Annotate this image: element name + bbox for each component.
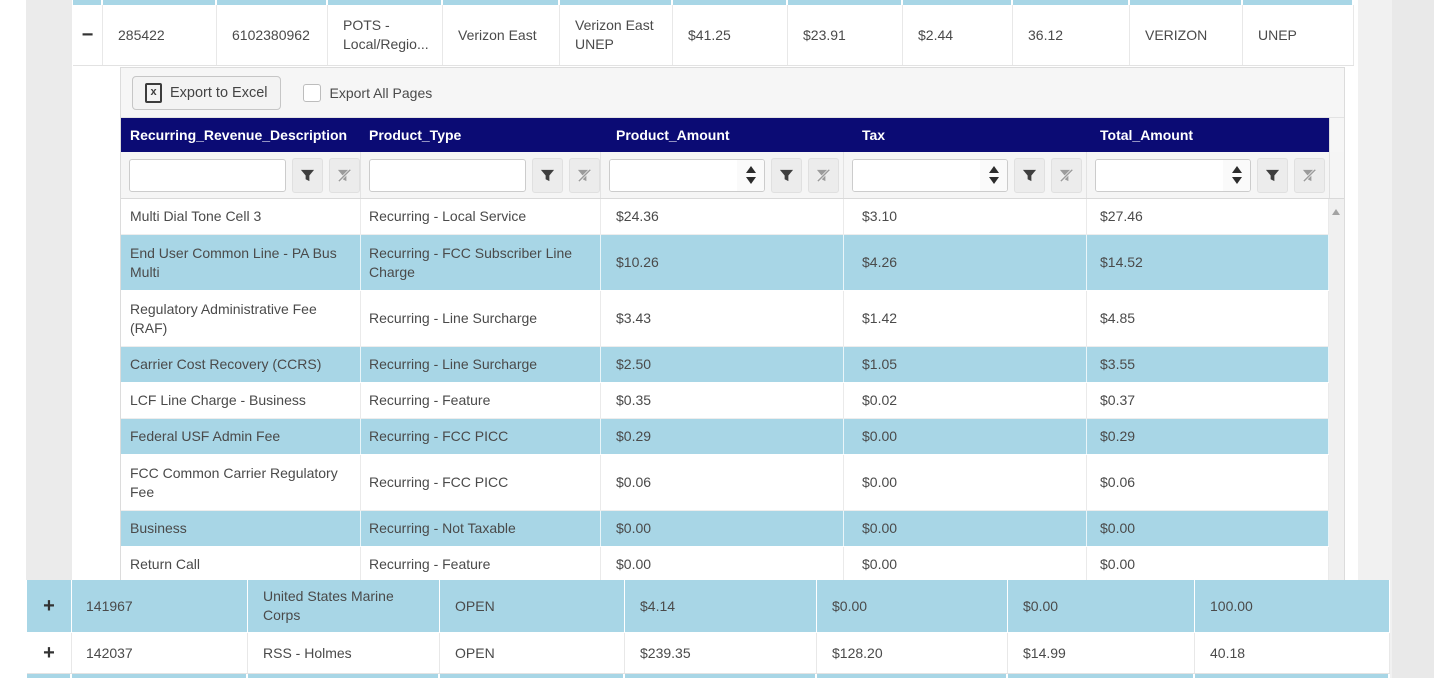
export-all-pages-label: Export All Pages: [329, 84, 433, 101]
invoice-cell-total: $41.25: [673, 5, 788, 65]
detail-row[interactable]: Business Recurring - Not Taxable $0.00 $…: [121, 511, 1329, 547]
page-scroll-gutter[interactable]: [1358, 0, 1392, 678]
detail-row[interactable]: Carrier Cost Recovery (CCRS) Recurring -…: [121, 347, 1329, 383]
numeric-filter-total-amount: [1095, 158, 1251, 192]
filter-cell-product-type: [361, 152, 601, 198]
plus-icon: +: [43, 641, 55, 664]
filter-apply-button[interactable]: [1257, 157, 1288, 193]
hierarchy-indent-strip: [26, 0, 72, 580]
detail-grid-toolbar: x Export to Excel Export All Pages: [121, 68, 1344, 118]
scroll-up-icon[interactable]: [1332, 209, 1340, 215]
expand-row-button[interactable]: +: [27, 633, 72, 673]
numeric-filter-tax: [852, 158, 1008, 192]
filter-input-tax[interactable]: [853, 159, 980, 191]
column-header-product-type[interactable]: Product_Type: [369, 127, 462, 143]
detail-grid-header-row: Recurring_Revenue_Description Product_Ty…: [121, 118, 1344, 152]
filter-cell-total-amount: [1087, 152, 1329, 198]
invoice-cell-carrier: Verizon East: [443, 5, 560, 65]
column-header-product-amount[interactable]: Product_Amount: [616, 127, 730, 143]
numeric-spinner[interactable]: [980, 159, 1007, 191]
detail-row[interactable]: Return Call Recurring - Feature $0.00 $0…: [121, 547, 1329, 580]
invoice-cell-product: POTS - Local/Regio...: [328, 5, 443, 65]
account-cell-fees: $0.00: [1008, 580, 1195, 632]
account-row-142037[interactable]: + 142037 RSS - Holmes OPEN $239.35 $128.…: [27, 633, 1390, 674]
invoice-cell-btn: 6102380962: [217, 5, 328, 65]
invoice-cell-vendor: VERIZON: [1130, 5, 1243, 65]
filter-apply-button[interactable]: [532, 157, 563, 193]
account-cell-name: United States Marine Corps: [248, 580, 440, 632]
detail-row[interactable]: Federal USF Admin Fee Recurring - FCC PI…: [121, 419, 1329, 455]
filter-input-total-amount[interactable]: [1096, 159, 1223, 191]
account-cell-name: RSS - Holmes: [248, 633, 440, 673]
column-header-tax[interactable]: Tax: [862, 127, 886, 143]
detail-row[interactable]: FCC Common Carrier Regulatory Fee Recurr…: [121, 455, 1329, 511]
detail-grid-scrollbar[interactable]: [1329, 199, 1344, 580]
filter-apply-button[interactable]: [292, 157, 323, 193]
plus-icon: +: [43, 594, 55, 617]
invoice-cell-plan: UNEP: [1243, 5, 1354, 65]
filter-corner: [1329, 152, 1344, 198]
filter-cell-description: [121, 152, 361, 198]
invoice-cell-tax: $2.44: [903, 5, 1013, 65]
minus-icon: −: [81, 23, 94, 46]
account-cell-amount: $4.14: [625, 580, 817, 632]
account-cell-percent: 40.18: [1195, 633, 1390, 673]
spinner-down-icon[interactable]: [745, 177, 756, 184]
account-cell-percent: 100.00: [1195, 580, 1390, 632]
filter-clear-button[interactable]: [1294, 157, 1325, 193]
partial-row-below[interactable]: [27, 674, 1390, 678]
export-to-excel-button[interactable]: x Export to Excel: [132, 75, 281, 110]
account-cell-fees: $14.99: [1008, 633, 1195, 673]
column-header-total-amount[interactable]: Total_Amount: [1100, 127, 1194, 143]
account-cell-tax: $0.00: [817, 580, 1008, 632]
account-cell-id: 141967: [72, 580, 248, 632]
header-corner: [1329, 118, 1344, 152]
detail-row[interactable]: End User Common Line - PA Bus Multi Recu…: [121, 235, 1329, 291]
account-cell-status: OPEN: [440, 633, 625, 673]
account-cell-id: 142037: [72, 633, 248, 673]
filter-clear-button[interactable]: [329, 157, 360, 193]
invoice-cell-amount: $23.91: [788, 5, 903, 65]
filter-input-product-type[interactable]: [369, 158, 526, 192]
spinner-down-icon[interactable]: [988, 177, 999, 184]
invoice-cell-carrier-plan: Verizon East UNEP: [560, 5, 673, 65]
detail-row[interactable]: Regulatory Administrative Fee (RAF) Recu…: [121, 291, 1329, 347]
page-right-margin: [1392, 0, 1434, 678]
detail-grid-rows: Multi Dial Tone Cell 3 Recurring - Local…: [121, 199, 1344, 580]
numeric-spinner[interactable]: [737, 159, 764, 191]
filter-apply-button[interactable]: [1014, 157, 1045, 193]
filter-clear-button[interactable]: [808, 157, 839, 193]
column-header-recurring-revenue-description[interactable]: Recurring_Revenue_Description: [130, 127, 348, 143]
spinner-up-icon[interactable]: [1231, 166, 1242, 173]
export-all-pages-checkbox[interactable]: [302, 83, 321, 102]
account-cell-tax: $128.20: [817, 633, 1008, 673]
filter-apply-button[interactable]: [771, 157, 802, 193]
filter-clear-button[interactable]: [569, 157, 600, 193]
expand-row-button[interactable]: +: [27, 580, 72, 632]
recurring-revenue-detail-grid: x Export to Excel Export All Pages Recur…: [120, 67, 1345, 580]
detail-row[interactable]: LCF Line Charge - Business Recurring - F…: [121, 383, 1329, 419]
partial-row-above[interactable]: [73, 0, 1354, 5]
filter-cell-product-amount: [601, 152, 844, 198]
numeric-spinner[interactable]: [1223, 159, 1250, 191]
spinner-down-icon[interactable]: [1231, 177, 1242, 184]
account-cell-amount: $239.35: [625, 633, 817, 673]
filter-input-product-amount[interactable]: [610, 159, 737, 191]
spinner-up-icon[interactable]: [988, 166, 999, 173]
filter-cell-tax: [844, 152, 1087, 198]
export-button-label: Export to Excel: [170, 84, 268, 101]
account-row-141967[interactable]: + 141967 United States Marine Corps OPEN…: [27, 580, 1390, 633]
invoice-cell-id: 285422: [103, 5, 217, 65]
spinner-up-icon[interactable]: [745, 166, 756, 173]
numeric-filter-product-amount: [609, 158, 765, 192]
invoice-cell-percent: 36.12: [1013, 5, 1130, 65]
invoice-row-285422[interactable]: − 285422 6102380962 POTS - Local/Regio..…: [73, 5, 1354, 66]
detail-grid-filter-row: [121, 152, 1344, 199]
detail-row[interactable]: Multi Dial Tone Cell 3 Recurring - Local…: [121, 199, 1329, 235]
account-cell-status: OPEN: [440, 580, 625, 632]
filter-clear-button[interactable]: [1051, 157, 1082, 193]
filter-input-description[interactable]: [129, 158, 286, 192]
excel-file-icon: x: [145, 82, 162, 103]
collapse-row-button[interactable]: −: [73, 5, 103, 65]
